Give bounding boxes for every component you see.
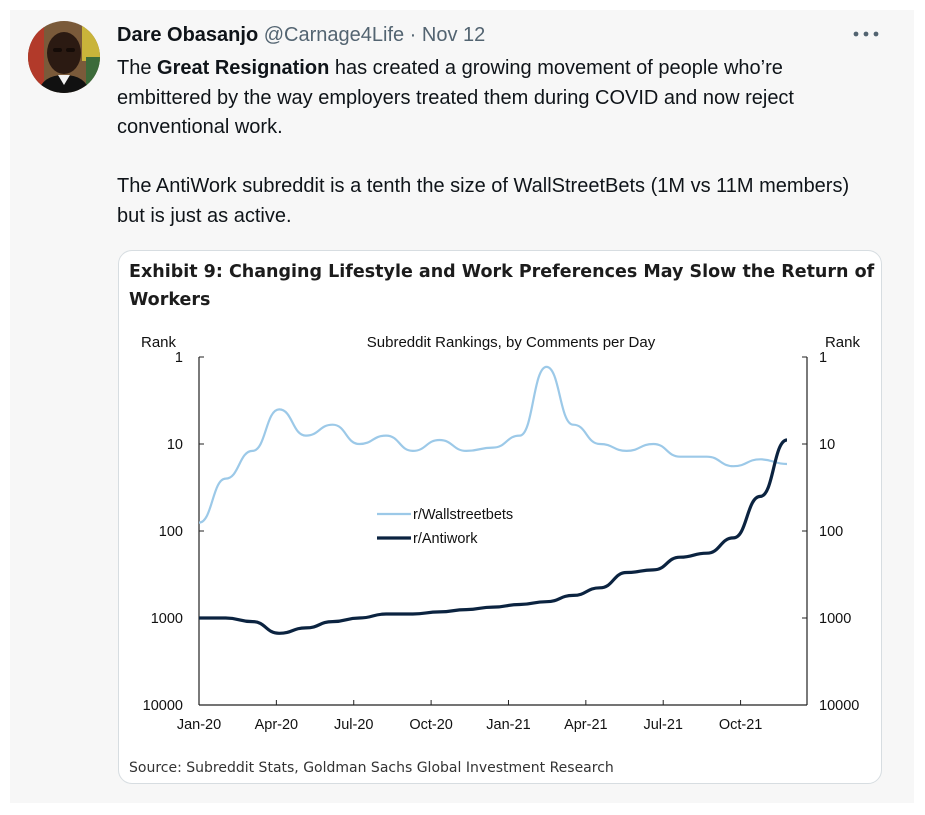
x-tick-label: Apr-21 [564, 717, 608, 733]
tweet-paragraph-1: The Great Resignation has created a grow… [117, 54, 877, 143]
author-handle[interactable]: @Carnage4Life [263, 24, 405, 46]
paragraph1-pre: The [117, 57, 158, 79]
profile-photo [28, 21, 100, 93]
series-line-r-antiwork [199, 438, 788, 635]
tweet-paragraph-2: The AntiWork subreddit is a tenth the si… [117, 175, 850, 227]
x-tick-label: Jul-21 [643, 717, 683, 733]
chart-legend: r/Wallstreetbets r/Antiwork [377, 507, 513, 547]
x-tick-label: Apr-20 [255, 717, 299, 733]
y-axis-label-right: Rank [825, 334, 861, 351]
more-horizontal-icon[interactable] [851, 24, 881, 44]
legend-label: r/Wallstreetbets [413, 507, 513, 523]
chart-title-line1: Exhibit 9: Changing Lifestyle and Work P… [129, 262, 881, 282]
x-tick-label: Oct-20 [409, 717, 453, 733]
x-tick-label: Jul-20 [334, 717, 374, 733]
y-tick-label-right: 1000 [819, 611, 851, 627]
y-tick-label-left: 100 [159, 524, 183, 540]
chart-axes: 1 1 10 10 100 100 1000 1000 10000 10000 Jan-20 Apr-… [143, 350, 860, 733]
chart-series [198, 365, 788, 635]
y-tick-label-left: 1000 [151, 611, 183, 627]
x-tick-label: Jan-20 [177, 717, 221, 733]
chart-subtitle: Subreddit Rankings, by Comments per Day [367, 334, 656, 351]
chart-source: Source: Subreddit Stats, Goldman Sachs G… [129, 760, 614, 776]
y-tick-label-left: 1 [175, 350, 183, 366]
legend-label: r/Antiwork [413, 531, 478, 547]
y-tick-label-right: 1 [819, 350, 827, 366]
header-separator: · [404, 24, 422, 46]
tweet-date[interactable]: Nov 12 [421, 24, 486, 46]
y-tick-label-left: 10000 [143, 698, 183, 714]
author-name[interactable]: Dare Obasanjo [117, 24, 259, 46]
x-tick-label: Jan-21 [486, 717, 530, 733]
y-axis-label-left: Rank [141, 334, 177, 351]
y-tick-label-right: 100 [819, 524, 843, 540]
tweet-media-image[interactable]: Exhibit 9: Changing Lifestyle and Work P… [118, 250, 882, 784]
x-tick-label: Oct-21 [719, 717, 763, 733]
great-resignation-bold: Great Resignation [157, 57, 330, 79]
tweet-header: Dare Obasanjo @Carnage4Life · Nov 12 [117, 22, 485, 48]
chart-svg: Exhibit 9: Changing Lifestyle and Work P… [129, 262, 881, 776]
avatar[interactable] [28, 21, 100, 93]
y-tick-label-left: 10 [167, 437, 183, 453]
paragraph1-post: has created a growing movement of people… [117, 57, 794, 138]
y-tick-label-right: 10000 [819, 698, 859, 714]
y-tick-label-right: 10 [819, 437, 835, 453]
series-line-r-wallstreetbets [198, 365, 788, 524]
tweet-text: The Great Resignation has created a grow… [117, 54, 877, 231]
chart-title-line2: Workers [129, 290, 210, 310]
